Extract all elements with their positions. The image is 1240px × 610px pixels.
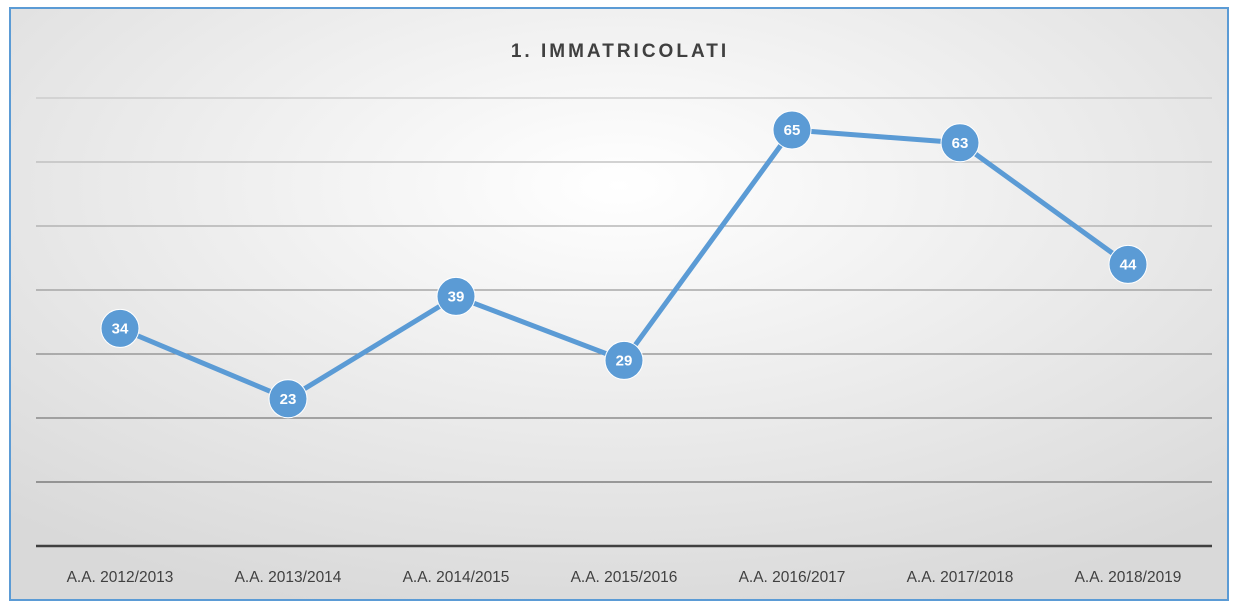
chart-frame	[9, 7, 1229, 601]
data-label: 34	[112, 320, 129, 337]
data-point	[940, 123, 980, 163]
data-label: 44	[1120, 256, 1137, 273]
data-point	[100, 308, 140, 348]
x-tick-label: A.A. 2012/2013	[67, 569, 174, 586]
data-point	[268, 379, 308, 419]
x-tick-label: A.A. 2015/2016	[571, 569, 678, 586]
data-point	[772, 110, 812, 150]
x-tick-label: A.A. 2013/2014	[235, 569, 342, 586]
data-label: 65	[784, 122, 801, 139]
data-label: 29	[616, 352, 633, 369]
x-tick-label: A.A. 2017/2018	[907, 569, 1014, 586]
data-point	[604, 340, 644, 380]
data-label: 39	[448, 288, 465, 305]
data-point	[1108, 244, 1148, 284]
data-label: 23	[280, 391, 297, 408]
data-point	[436, 276, 476, 316]
x-tick-label: A.A. 2014/2015	[403, 569, 510, 586]
x-tick-label: A.A. 2018/2019	[1075, 569, 1182, 586]
x-tick-label: A.A. 2016/2017	[739, 569, 846, 586]
data-label: 63	[952, 135, 969, 152]
chart-title: 1. IMMATRICOLATI	[511, 41, 729, 62]
